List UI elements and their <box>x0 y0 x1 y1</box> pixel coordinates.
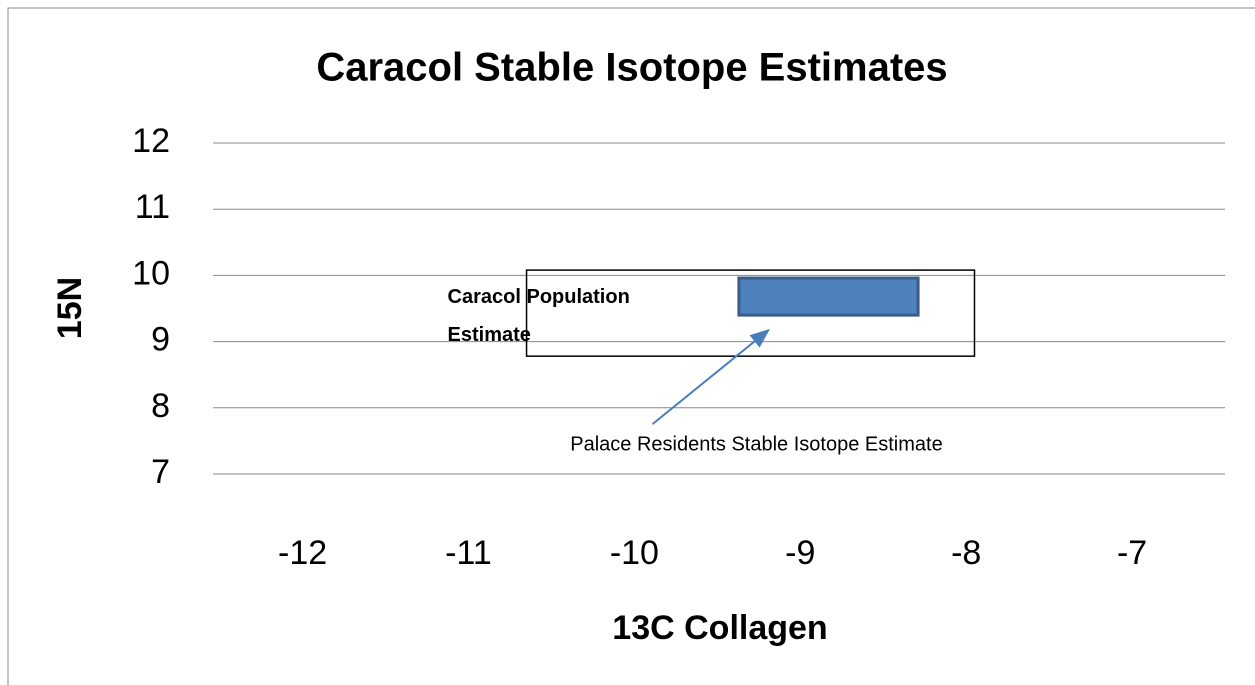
range-box <box>525 269 976 357</box>
y-tick-label: 9 <box>151 321 170 359</box>
box-label: Caracol Population Estimate <box>447 286 630 347</box>
y-tick-label: 11 <box>135 188 170 226</box>
x-axis-title: 13C Collagen <box>612 609 827 647</box>
x-tick-label: -10 <box>610 534 659 572</box>
x-tick-label: -8 <box>951 534 981 572</box>
annotation-label: Palace Residents Stable Isotope Estimate <box>570 433 942 455</box>
chart-title: Caracol Stable Isotope Estimates <box>316 46 947 90</box>
x-tick-label: -12 <box>278 534 327 572</box>
y-tick-label: 10 <box>132 254 170 292</box>
y-tick-label: 8 <box>151 387 170 425</box>
y-tick-label: 7 <box>151 453 170 491</box>
range-box <box>737 276 920 317</box>
y-tick-label: 12 <box>132 122 170 160</box>
x-tick-label: -7 <box>1117 534 1147 572</box>
x-tick-label: -9 <box>785 534 815 572</box>
y-axis-title: 15N <box>51 277 89 339</box>
frame <box>7 7 1255 685</box>
x-tick-label: -11 <box>445 534 492 572</box>
annotation-arrow <box>651 328 771 425</box>
